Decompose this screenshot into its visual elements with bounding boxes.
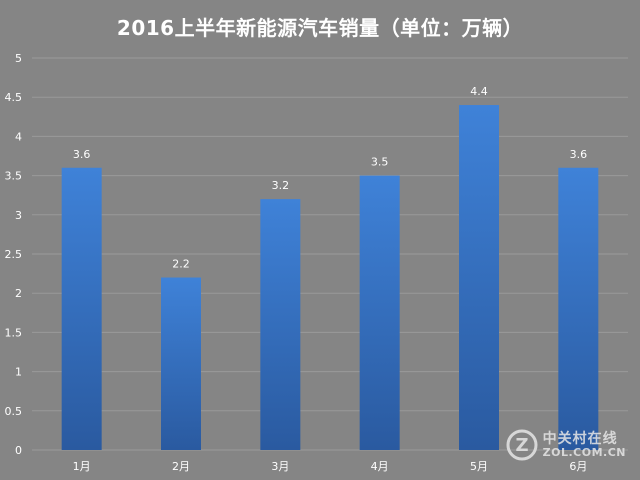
bar	[459, 105, 499, 450]
y-tick-label: 4.5	[5, 91, 23, 104]
bar	[558, 167, 599, 450]
y-tick-label: 5	[15, 52, 22, 65]
x-tick-label: 5月	[470, 460, 488, 473]
y-tick-label: 2	[15, 287, 22, 300]
bars	[61, 105, 599, 450]
watermark-en: ZOL.COM.CN	[542, 445, 626, 459]
x-tick-label: 6月	[569, 460, 587, 473]
data-label: 3.2	[272, 179, 290, 192]
y-tick-label: 2.5	[5, 248, 23, 261]
data-label: 2.2	[172, 258, 190, 271]
bar	[260, 199, 301, 450]
zol-logo-icon: Z	[506, 429, 538, 461]
data-label: 4.4	[470, 85, 488, 98]
y-tick-label: 0.5	[5, 405, 23, 418]
y-tick-label: 4	[15, 130, 22, 143]
zol-watermark: Z 中关村在线 ZOL.COM.CN	[505, 428, 626, 462]
data-label: 3.6	[570, 148, 588, 161]
bar	[61, 167, 102, 450]
x-tick-label: 1月	[73, 460, 91, 473]
data-label: 3.5	[371, 156, 389, 169]
data-label: 3.6	[73, 148, 91, 161]
x-tick-label: 4月	[371, 460, 389, 473]
y-axis: 0 0.5 1 1.5 2 2.5 3 3.5 4 4.5 5	[5, 52, 23, 457]
y-tick-label: 1	[15, 366, 22, 379]
x-tick-label: 3月	[271, 460, 289, 473]
bar	[161, 277, 201, 450]
x-axis: 1月 2月 3月 4月 5月 6月	[73, 460, 588, 473]
zol-logo-letter: Z	[515, 435, 528, 456]
y-tick-label: 1.5	[5, 326, 23, 339]
y-tick-label: 3	[15, 209, 22, 222]
bar	[359, 175, 400, 450]
data-labels: 3.6 2.2 3.2 3.5 4.4 3.6	[73, 85, 587, 270]
grid-lines	[32, 57, 628, 451]
y-tick-label: 3.5	[5, 170, 23, 183]
x-tick-label: 2月	[172, 460, 190, 473]
chart-title: 2016上半年新能源汽车销量（单位：万辆）	[116, 16, 524, 40]
watermark-cn: 中关村在线	[542, 430, 618, 447]
y-tick-label: 0	[15, 444, 22, 457]
